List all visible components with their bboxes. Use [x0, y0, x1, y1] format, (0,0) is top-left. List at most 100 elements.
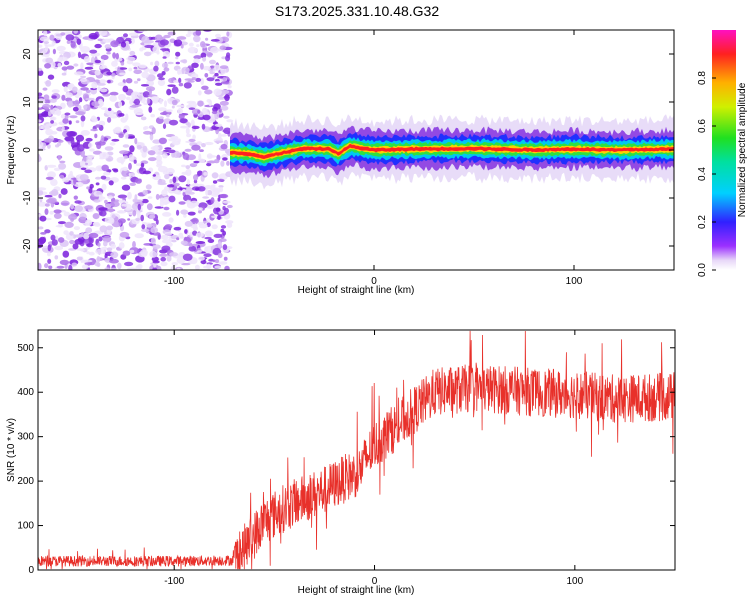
noise-speckle — [118, 210, 124, 214]
noise-speckle — [218, 185, 224, 188]
noise-speckle — [182, 188, 186, 193]
noise-speckle — [80, 120, 85, 128]
noise-speckle — [113, 112, 118, 115]
noise-speckle — [152, 260, 160, 264]
spectrogram-y-axis-label: Frequency (Hz) — [6, 116, 17, 185]
noise-speckle — [43, 30, 48, 37]
noise-speckle — [52, 48, 57, 55]
noise-speckle — [104, 146, 114, 151]
noise-speckle — [134, 194, 138, 202]
noise-speckle — [213, 233, 223, 238]
noise-speckle — [107, 107, 112, 112]
noise-speckle — [57, 62, 62, 68]
noise-speckle — [169, 252, 179, 257]
noise-speckle — [117, 218, 126, 224]
noise-speckle — [154, 34, 163, 42]
noise-speckle — [214, 140, 224, 144]
noise-speckle — [122, 144, 130, 148]
noise-speckle — [38, 226, 44, 230]
noise-speckle — [81, 264, 89, 270]
noise-speckle — [200, 41, 206, 48]
noise-speckle — [162, 153, 168, 159]
noise-speckle — [132, 210, 137, 217]
noise-speckle — [185, 169, 192, 176]
noise-speckle — [74, 99, 80, 107]
noise-speckle — [109, 91, 119, 96]
noise-speckle — [184, 148, 192, 152]
noise-speckle — [80, 46, 91, 53]
noise-speckle — [148, 106, 153, 113]
noise-speckle — [149, 214, 156, 220]
noise-speckle — [121, 203, 128, 207]
noise-speckle — [38, 154, 41, 162]
noise-speckle — [210, 197, 215, 204]
noise-speckle — [68, 264, 73, 270]
noise-speckle — [54, 255, 59, 260]
noise-speckle — [184, 78, 194, 81]
snr-y-tick-label: 0 — [28, 565, 34, 576]
snr-x-tick-label: 100 — [566, 576, 583, 587]
noise-speckle — [91, 81, 98, 89]
noise-speckle — [146, 203, 153, 211]
noise-speckle — [38, 113, 47, 117]
noise-speckle — [107, 79, 111, 84]
noise-speckle — [103, 240, 108, 247]
noise-speckle — [152, 267, 158, 270]
noise-speckle — [106, 52, 111, 55]
noise-speckle — [111, 60, 118, 67]
noise-speckle — [89, 148, 95, 152]
noise-speckle — [45, 123, 55, 127]
noise-speckle — [43, 94, 50, 100]
noise-speckle — [150, 96, 160, 102]
noise-speckle — [106, 247, 113, 252]
noise-speckle — [157, 79, 166, 86]
noise-speckle — [148, 157, 157, 162]
noise-speckle — [127, 267, 137, 270]
noise-speckle — [96, 256, 101, 263]
noise-speckle — [132, 62, 141, 67]
noise-speckle — [98, 120, 106, 127]
noise-speckle — [44, 203, 50, 207]
noise-speckle — [210, 39, 220, 42]
noise-speckle — [97, 242, 101, 247]
noise-speckle — [220, 81, 230, 85]
noise-speckle — [180, 240, 188, 246]
noise-speckle — [219, 89, 230, 94]
noise-speckle — [44, 229, 51, 234]
noise-speckle — [160, 261, 168, 267]
noise-speckle — [171, 239, 177, 243]
noise-speckle — [39, 36, 50, 42]
noise-speckle — [51, 40, 56, 46]
noise-speckle — [45, 128, 54, 136]
noise-speckle — [59, 259, 70, 265]
noise-speckle — [191, 144, 201, 151]
noise-speckle — [86, 186, 90, 190]
noise-speckle — [153, 65, 159, 72]
colorbar-label: Normalized spectral amplitude — [737, 82, 748, 217]
snr-series-line — [37, 330, 676, 570]
noise-speckle — [78, 216, 87, 223]
noise-speckle — [156, 265, 162, 270]
noise-speckle — [118, 93, 126, 101]
noise-speckle — [180, 44, 184, 49]
noise-speckle — [222, 157, 228, 161]
noise-speckle — [163, 50, 171, 59]
colorbar-tick-label: 0.8 — [697, 71, 708, 85]
noise-speckle — [117, 262, 122, 270]
noise-speckle — [108, 207, 114, 213]
noise-speckle — [188, 245, 197, 252]
noise-speckle — [72, 106, 79, 112]
noise-speckle — [190, 119, 195, 127]
noise-speckle — [38, 201, 47, 207]
noise-speckle — [148, 82, 154, 86]
noise-speckle — [47, 197, 57, 203]
noise-speckle — [113, 169, 119, 173]
noise-speckle — [69, 170, 73, 177]
noise-speckle — [80, 115, 86, 122]
noise-speckle — [129, 105, 139, 108]
noise-speckle — [144, 44, 155, 49]
noise-speckle — [94, 69, 101, 76]
spectrogram-y-tick-label: 0 — [22, 147, 33, 153]
noise-speckle — [186, 104, 193, 109]
